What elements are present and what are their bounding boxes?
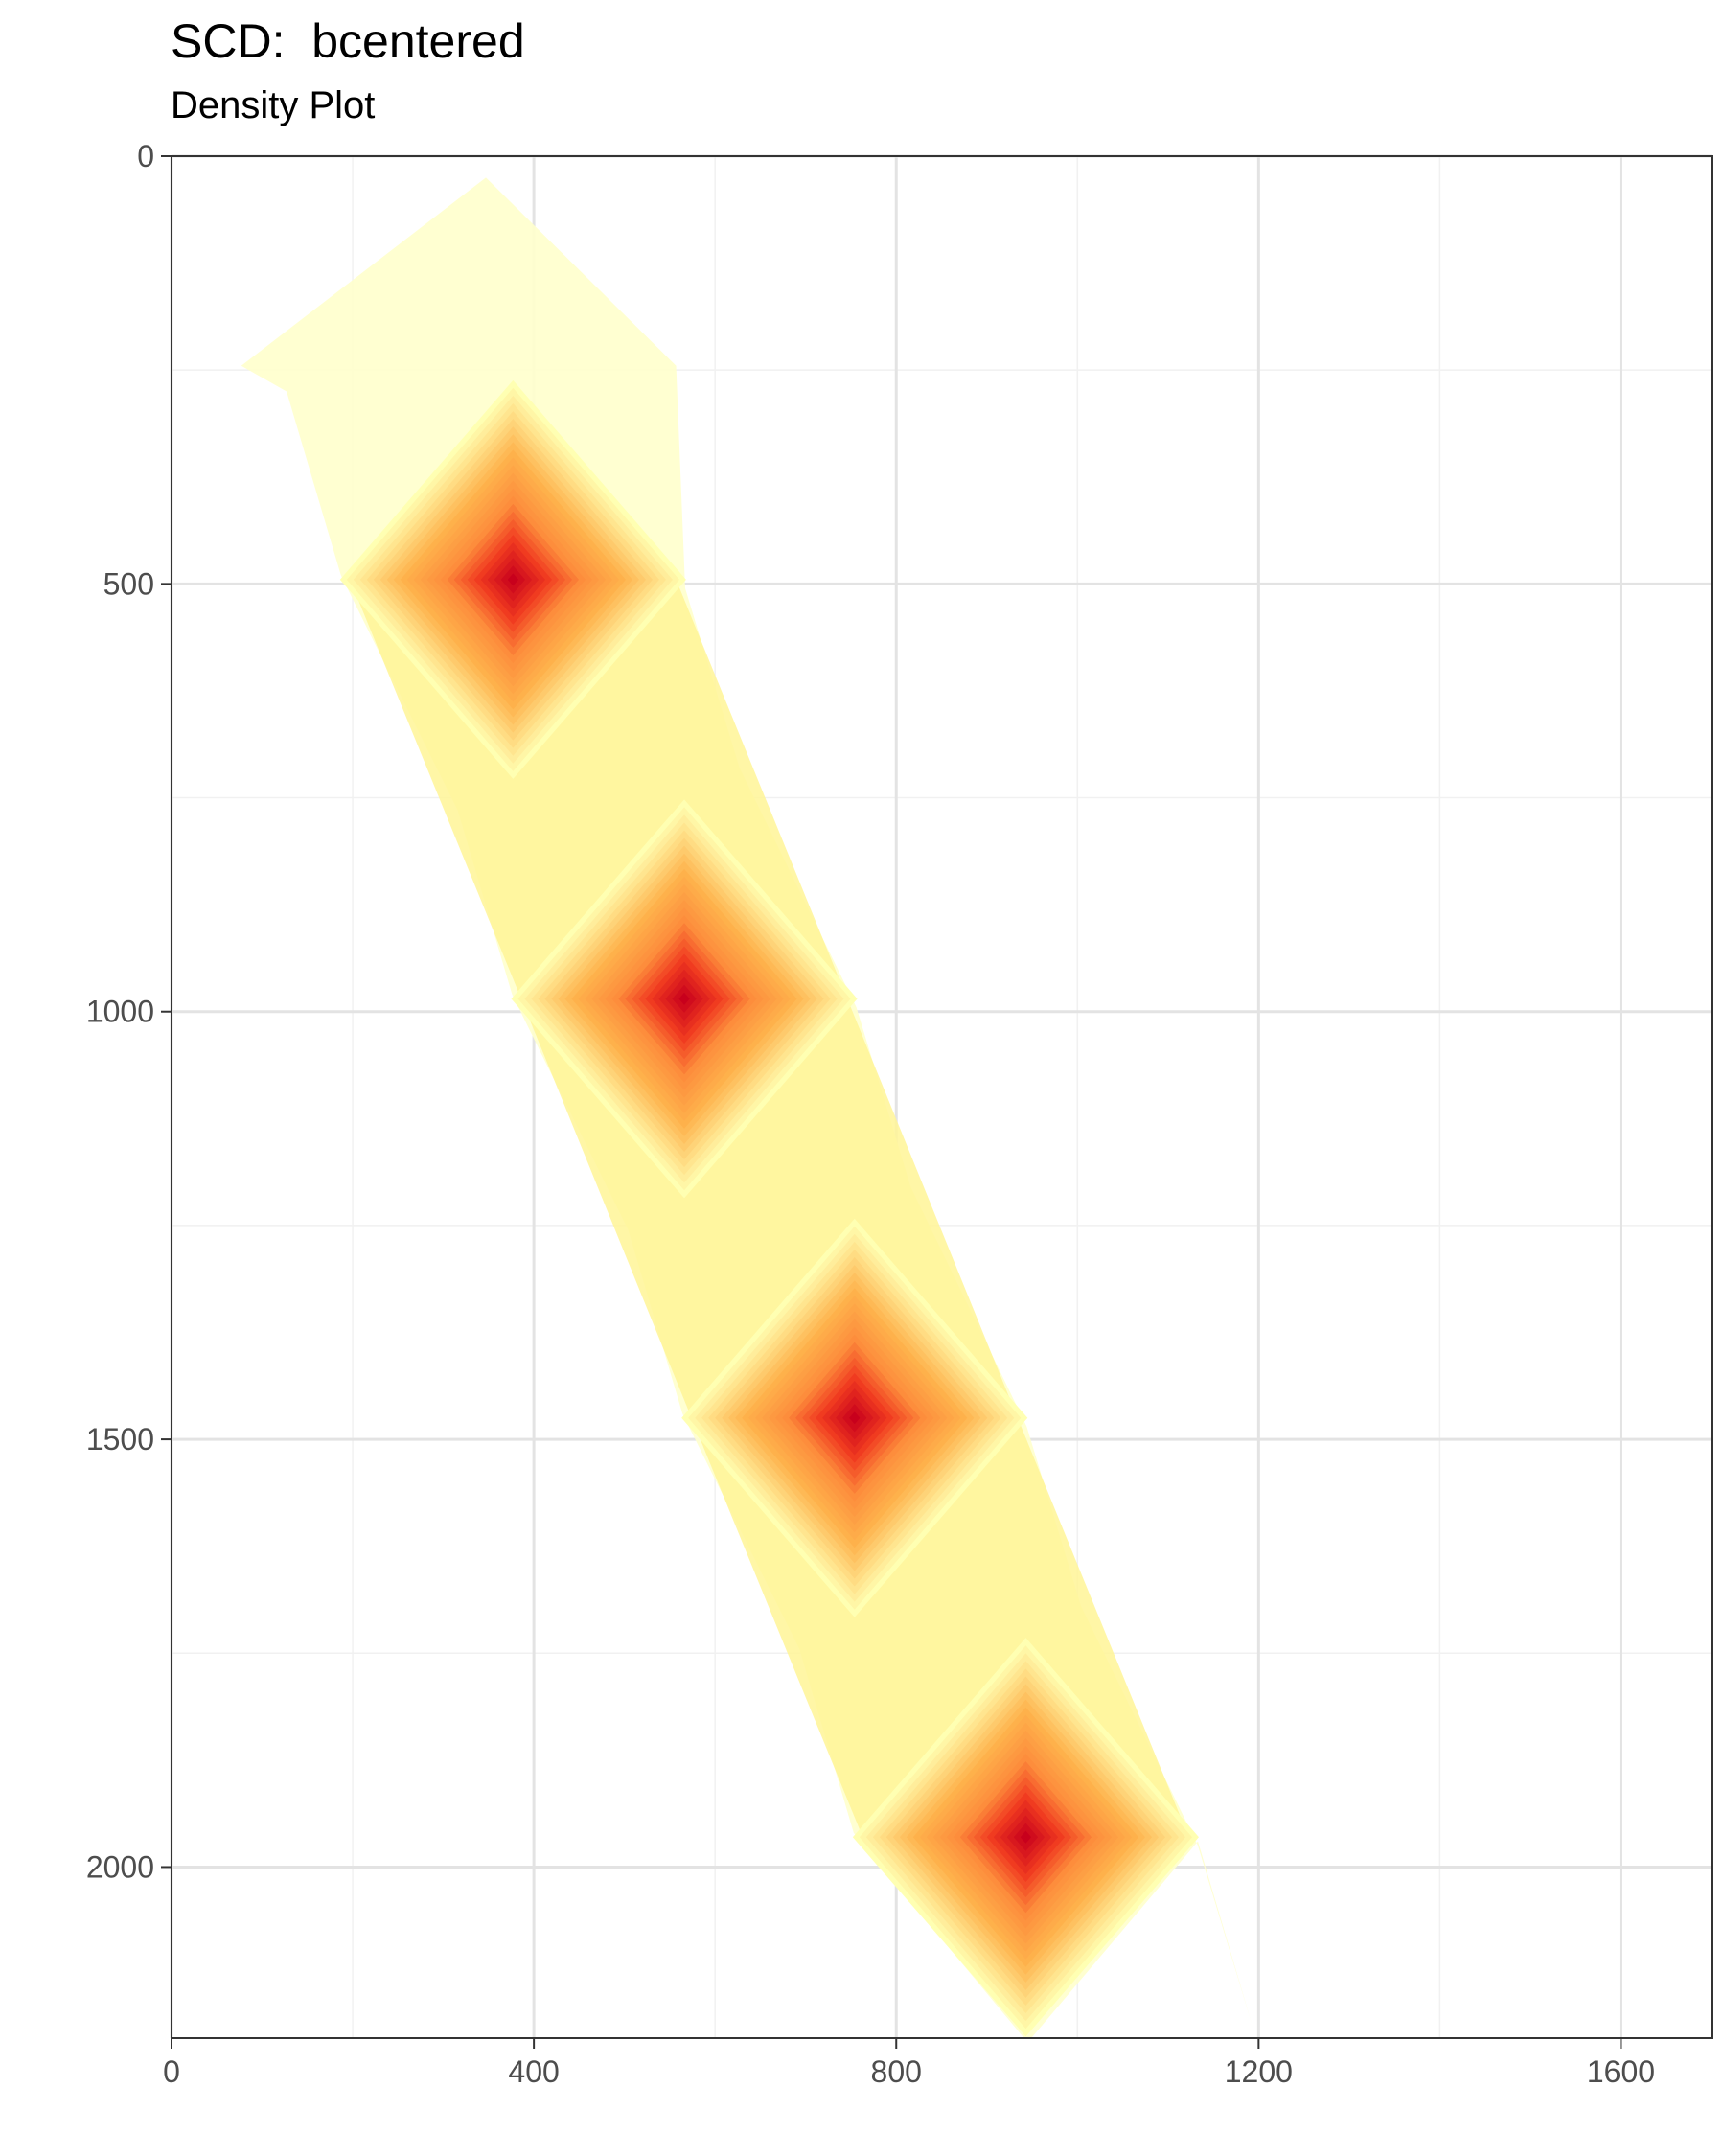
y-axis: 0 500 1000 1500 2000 bbox=[86, 139, 172, 1884]
y-tick-label: 0 bbox=[137, 139, 154, 173]
x-axis: 0 400 800 1200 1600 bbox=[163, 2038, 1655, 2089]
x-tick-label: 0 bbox=[163, 2054, 180, 2089]
x-tick-label: 1600 bbox=[1587, 2054, 1655, 2089]
plot-panel-border bbox=[171, 155, 1713, 2039]
density-layers bbox=[241, 177, 1253, 2038]
x-tick-label: 800 bbox=[871, 2054, 922, 2089]
density-contour bbox=[507, 573, 519, 586]
y-tick-label: 500 bbox=[104, 566, 154, 601]
chart-title: SCD: bcentered bbox=[171, 14, 525, 68]
x-tick-label: 400 bbox=[508, 2054, 559, 2089]
density-contour bbox=[849, 1411, 861, 1425]
chart-subtitle: Density Plot bbox=[171, 84, 376, 126]
y-tick-label: 2000 bbox=[86, 1849, 154, 1884]
y-tick-label: 1500 bbox=[86, 1422, 154, 1456]
x-tick-label: 1200 bbox=[1225, 2054, 1293, 2089]
density-contour bbox=[1020, 1830, 1032, 1844]
y-tick-label: 1000 bbox=[86, 995, 154, 1029]
density-contour bbox=[678, 992, 690, 1005]
